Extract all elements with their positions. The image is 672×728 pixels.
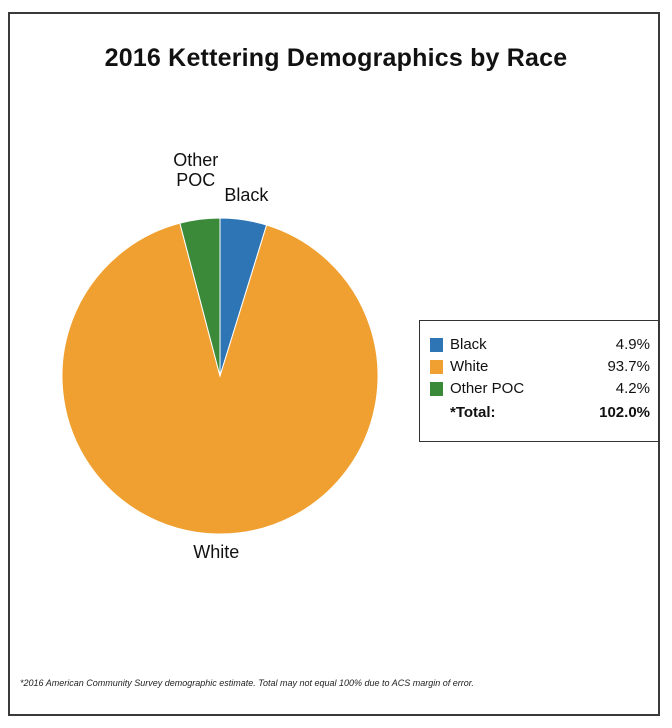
legend-swatch-white xyxy=(430,360,443,374)
legend-label-other-poc: Other POC xyxy=(450,380,525,397)
pie-slice-other-poc xyxy=(179,217,221,377)
legend-total-label: *Total: xyxy=(450,404,496,421)
legend-swatch-black xyxy=(430,338,443,352)
legend-total: *Total: 102.0% xyxy=(420,403,660,423)
legend-value-white: 93.7% xyxy=(607,358,650,375)
slice-label-black: Black xyxy=(224,185,269,205)
legend-label-white: White xyxy=(450,358,489,375)
legend-item-black: Black 4.9% xyxy=(420,335,660,355)
legend-item-other-poc: Other POC 4.2% xyxy=(420,379,660,399)
pie-chart: Black White Other POC xyxy=(61,150,379,562)
legend-total-value: 102.0% xyxy=(599,404,650,421)
slice-label-other-poc: Other POC xyxy=(173,150,218,190)
chart-title: 2016 Kettering Demographics by Race xyxy=(104,44,568,72)
legend-swatch-other-poc xyxy=(430,382,443,396)
legend-item-white: White 93.7% xyxy=(420,357,660,377)
footnote: *2016 American Community Survey demograp… xyxy=(20,678,474,688)
legend-value-black: 4.9% xyxy=(615,336,650,353)
chart-frame: 2016 Kettering Demographics by Race Blac… xyxy=(8,12,660,716)
legend-label-black: Black xyxy=(450,336,487,353)
slice-label-white: White xyxy=(193,542,239,562)
pie-slice-white xyxy=(61,222,379,535)
chart-legend: Black 4.9% White 93.7% Other POC 4.2% *T… xyxy=(419,320,659,442)
legend-value-other-poc: 4.2% xyxy=(615,380,650,397)
